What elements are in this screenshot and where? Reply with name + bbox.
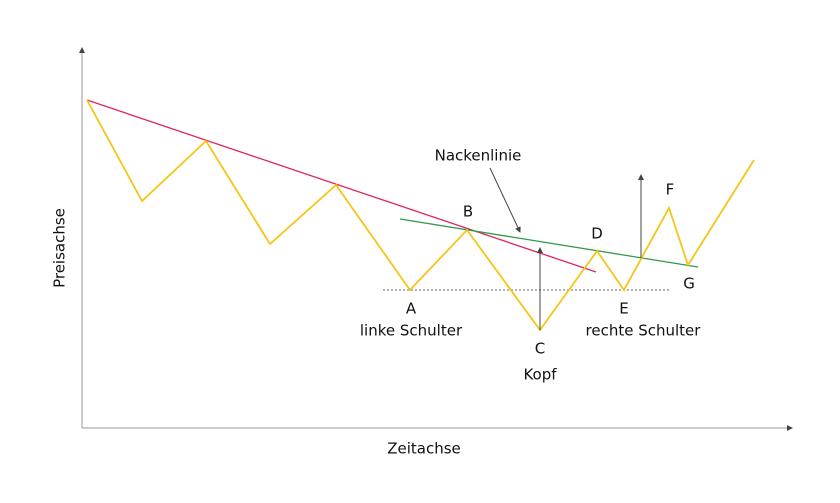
caption: Kopf: [523, 366, 557, 384]
point-label: G: [683, 275, 695, 293]
neckline-pointer: [489, 167, 521, 233]
point-label: F: [666, 181, 675, 199]
y-axis-label: Preisachse: [51, 208, 69, 288]
x-axis-label: Zeitachse: [387, 440, 461, 458]
caption: rechte Schulter: [586, 322, 702, 340]
price-line: [86, 99, 755, 332]
neckline-label: Nackenlinie: [435, 147, 522, 165]
point-label: D: [591, 225, 603, 243]
caption: linke Schulter: [360, 322, 463, 340]
neckline: [399, 218, 699, 268]
point-label: A: [406, 300, 417, 318]
point-label: B: [463, 203, 473, 221]
trend-line: [86, 99, 597, 273]
point-label: E: [619, 300, 628, 318]
point-label: C: [535, 340, 545, 358]
